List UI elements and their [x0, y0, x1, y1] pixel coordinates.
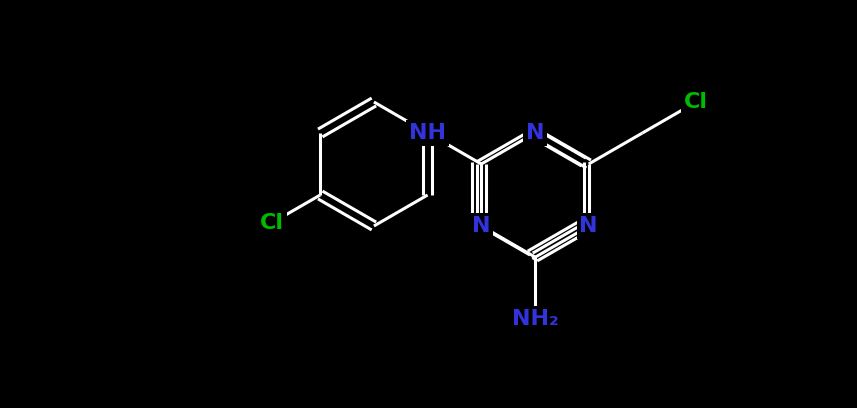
Text: NH₂: NH₂ — [512, 309, 559, 329]
Text: N: N — [472, 216, 490, 236]
Text: N: N — [579, 216, 598, 236]
Text: Cl: Cl — [684, 92, 708, 112]
Text: Cl: Cl — [260, 213, 284, 233]
Text: NH: NH — [409, 123, 446, 143]
Text: N: N — [525, 123, 544, 143]
